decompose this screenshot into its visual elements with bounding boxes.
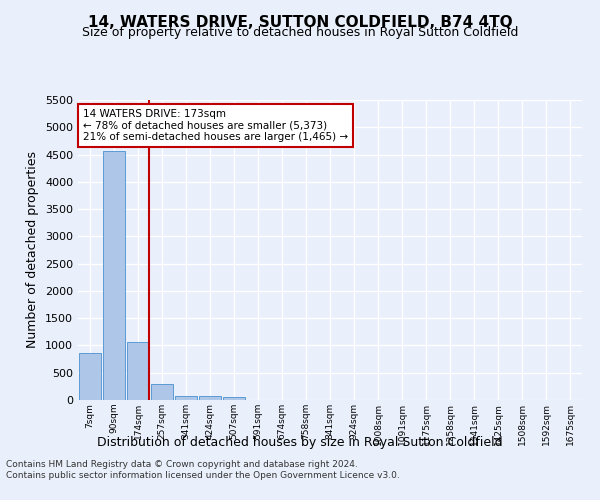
Bar (151, 384, 173, 400)
Text: Distribution of detached houses by size in Royal Sutton Coldfield: Distribution of detached houses by size … (97, 436, 503, 449)
Text: Size of property relative to detached houses in Royal Sutton Coldfield: Size of property relative to detached ho… (82, 26, 518, 39)
Bar (79, 352, 101, 400)
Text: 14 WATERS DRIVE: 173sqm
← 78% of detached houses are smaller (5,373)
21% of semi: 14 WATERS DRIVE: 173sqm ← 78% of detache… (83, 109, 348, 142)
Bar (223, 398, 245, 400)
Bar (199, 396, 221, 400)
Bar (127, 342, 149, 400)
Text: 14, WATERS DRIVE, SUTTON COLDFIELD, B74 4TQ: 14, WATERS DRIVE, SUTTON COLDFIELD, B74 … (88, 15, 512, 30)
Bar (103, 152, 125, 400)
Y-axis label: Number of detached properties: Number of detached properties (26, 152, 40, 348)
Bar (175, 396, 197, 400)
Text: Contains HM Land Registry data © Crown copyright and database right 2024.: Contains HM Land Registry data © Crown c… (6, 460, 358, 469)
Text: Contains public sector information licensed under the Open Government Licence v3: Contains public sector information licen… (6, 471, 400, 480)
